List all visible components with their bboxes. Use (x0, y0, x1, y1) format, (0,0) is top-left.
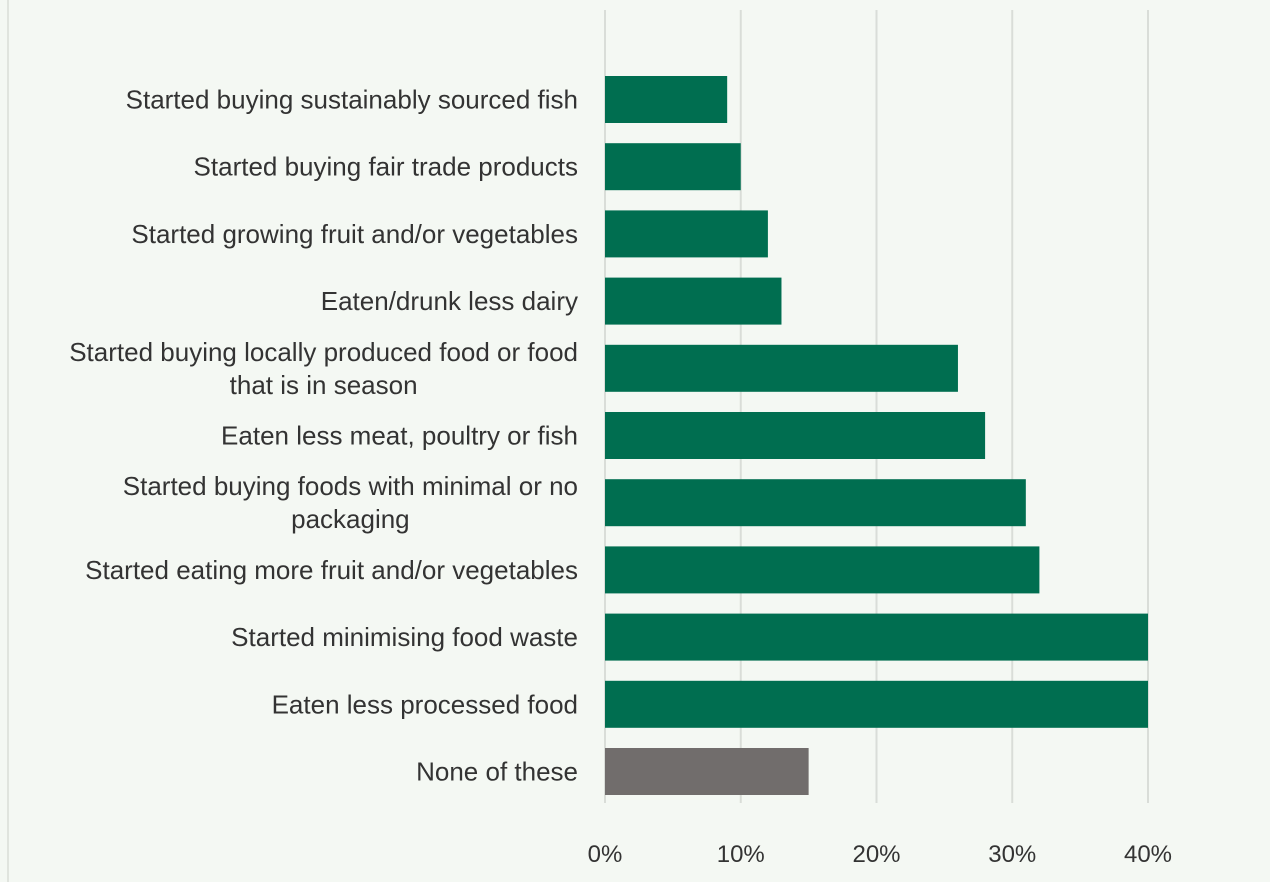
category-label: Started buying locally produced food or … (69, 337, 578, 400)
bar (605, 546, 1040, 594)
category-label: Started growing fruit and/or vegetables (131, 219, 578, 249)
category-label: Started eating more fruit and/or vegetab… (85, 555, 578, 585)
category-label-line: that is in season (230, 370, 418, 400)
bar (605, 479, 1026, 527)
x-tick-label: 10% (717, 841, 765, 868)
x-tick-label: 30% (988, 841, 1036, 868)
category-label: None of these (416, 757, 578, 787)
bar (605, 613, 1148, 661)
category-label-line: Started buying foods with minimal or no (123, 471, 578, 501)
bars (605, 76, 1148, 795)
bar (605, 76, 728, 123)
category-label: Eaten less meat, poultry or fish (221, 421, 578, 451)
bar (605, 143, 741, 191)
category-label: Started buying sustainably sourced fish (126, 85, 578, 115)
bar (605, 344, 958, 392)
x-tick-label: 0% (588, 841, 623, 868)
bar (605, 412, 986, 459)
category-label-line: Started buying locally produced food or … (69, 337, 578, 367)
category-label: Eaten/drunk less dairy (321, 286, 578, 316)
x-tick-label: 40% (1124, 841, 1172, 868)
category-labels: Started buying sustainably sourced fish S… (69, 85, 578, 787)
category-label-line: packaging (291, 504, 410, 534)
bar (605, 277, 782, 325)
category-label: Started minimising food waste (231, 622, 578, 652)
category-label: Started buying fair trade products (194, 152, 578, 182)
x-tick-label: 20% (852, 841, 900, 868)
bar (605, 748, 809, 795)
bar (605, 210, 768, 258)
x-tick-labels: 0% 10% 20% 30% 40% (588, 841, 1172, 868)
category-label: Eaten less processed food (272, 689, 578, 719)
category-label: Started buying foods with minimal or no p… (123, 471, 578, 534)
bar (605, 680, 1148, 728)
gridlines (7, 0, 1149, 882)
